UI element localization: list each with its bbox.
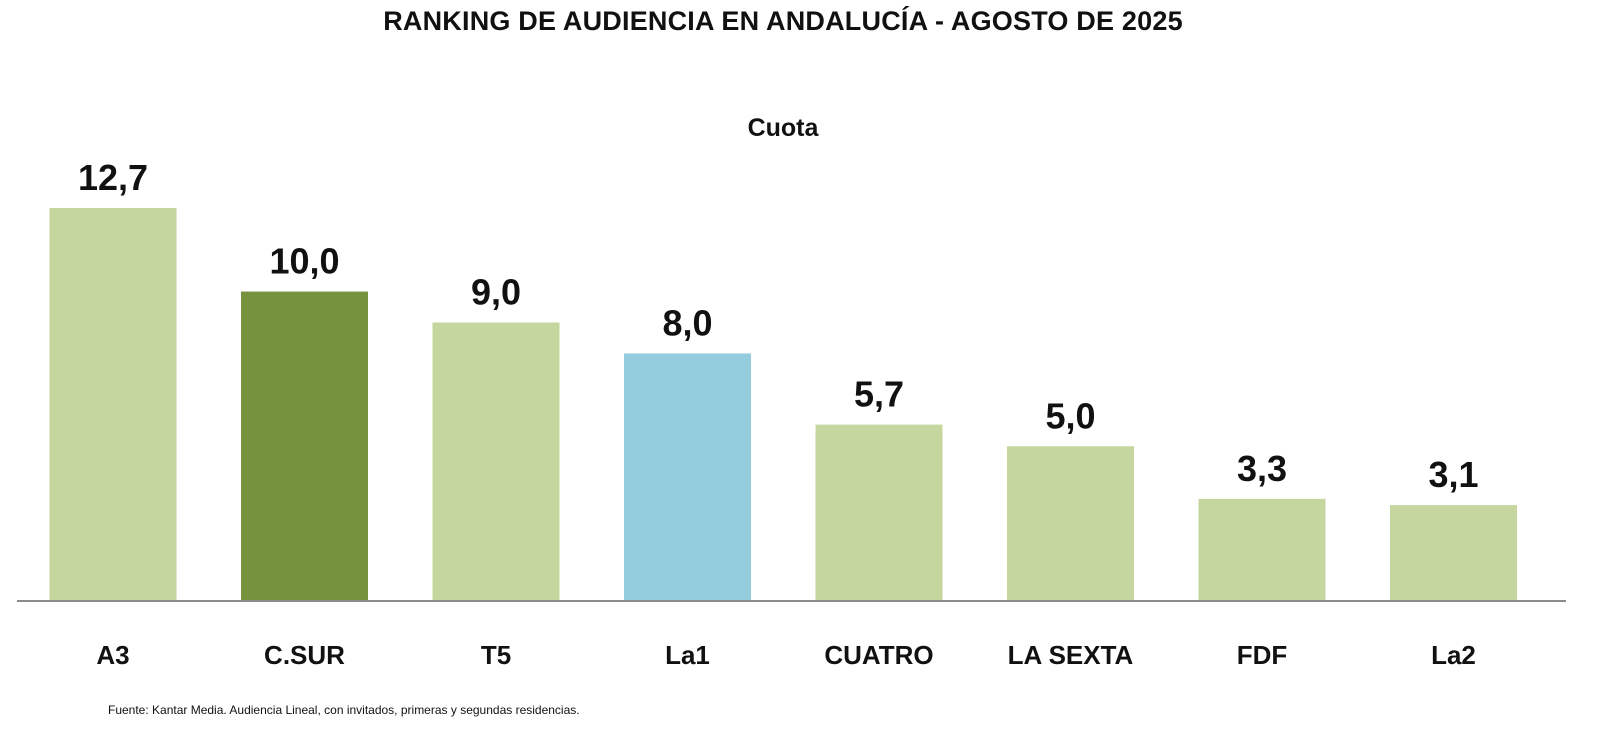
- bar-a3: [49, 208, 177, 601]
- bars-layer: [49, 208, 1517, 601]
- value-label-a3: 12,7: [78, 157, 148, 198]
- value-label-cuatro: 5,7: [854, 374, 904, 415]
- category-label-t5: T5: [481, 640, 511, 670]
- bar-t5: [432, 322, 560, 601]
- category-label-cuatro: CUATRO: [824, 640, 933, 670]
- bar-c-sur: [241, 291, 368, 601]
- value-label-la1: 8,0: [662, 302, 712, 343]
- bar-la1: [624, 353, 751, 601]
- category-label-c-sur: C.SUR: [264, 640, 345, 670]
- category-label-la1: La1: [665, 640, 710, 670]
- chart-subtitle: Cuota: [747, 114, 819, 142]
- category-label-a3: A3: [96, 640, 129, 670]
- bar-cuatro: [815, 424, 943, 601]
- category-label-la2: La2: [1431, 640, 1476, 670]
- category-labels-layer: A3 C.SUR T5 La1 CUATRO LA SEXTA FDF La2: [96, 640, 1476, 670]
- bar-la-sexta: [1007, 446, 1134, 601]
- bar-fdf: [1198, 498, 1326, 601]
- category-label-fdf: FDF: [1237, 640, 1288, 670]
- chart-title: RANKING DE AUDIENCIA EN ANDALUCÍA - AGOS…: [383, 6, 1183, 36]
- value-label-la2: 3,1: [1428, 454, 1478, 495]
- category-label-la-sexta: LA SEXTA: [1008, 640, 1134, 670]
- value-label-la-sexta: 5,0: [1045, 395, 1095, 436]
- bar-la2: [1390, 505, 1517, 601]
- value-label-fdf: 3,3: [1237, 448, 1287, 489]
- chart-source-note: Fuente: Kantar Media. Audiencia Lineal, …: [108, 703, 580, 717]
- value-label-c-sur: 10,0: [269, 241, 339, 282]
- value-label-t5: 9,0: [471, 271, 521, 312]
- value-labels-layer: 12,7 10,0 9,0 8,0 5,7 5,0 3,3 3,1: [78, 157, 1479, 495]
